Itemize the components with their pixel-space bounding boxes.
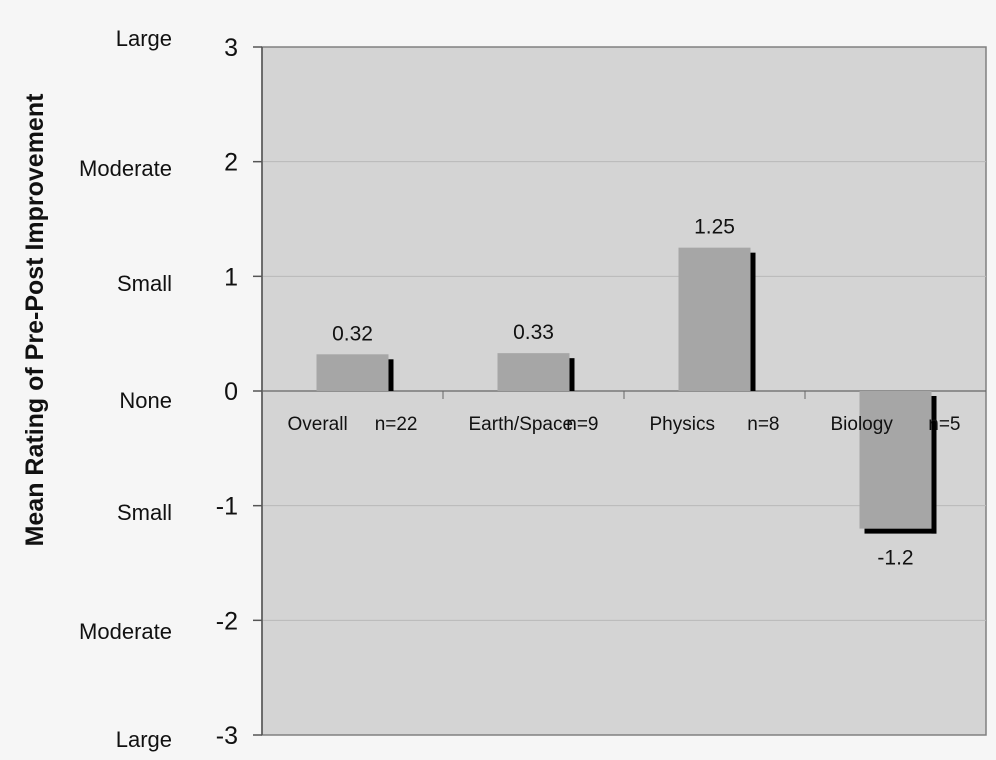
n-label: n=22: [375, 414, 418, 435]
bar-earth-space: [497, 353, 570, 391]
bar-shadow: [931, 396, 937, 534]
descriptor-label: Small: [117, 271, 172, 296]
descriptor-label: Moderate: [79, 619, 172, 644]
y-tick-label: 0: [224, 378, 238, 406]
y-tick-label: 1: [224, 263, 238, 291]
labels: Large Moderate Small None Small Moderate Large…: [79, 26, 960, 752]
category-label: Earth/Space: [469, 414, 574, 435]
bar-shadow: [388, 359, 394, 391]
y-axis-title: Mean Rating of Pre-Post Improvement: [21, 93, 49, 547]
descriptor-label: Small: [117, 500, 172, 525]
n-label: n=9: [566, 414, 598, 435]
category-label: Physics: [650, 414, 715, 435]
y-tick-label: -1: [216, 493, 238, 521]
bar-shadow: [864, 528, 937, 534]
bar-physics: [678, 247, 751, 391]
bars: [316, 247, 937, 534]
descriptor-label: None: [119, 388, 172, 413]
n-label: n=8: [747, 414, 779, 435]
descriptor-label: Large: [116, 727, 172, 752]
category-label: Overall: [288, 414, 348, 435]
descriptor-label: Moderate: [79, 156, 172, 181]
bar-overall: [316, 354, 389, 391]
value-label: 0.32: [332, 322, 373, 345]
value-label: -1.2: [877, 547, 913, 570]
bar-shadow: [750, 252, 756, 391]
descriptor-label: Large: [116, 26, 172, 51]
y-tick-label: 2: [224, 149, 238, 177]
category-label: Biology: [831, 414, 894, 435]
value-label: 0.33: [513, 321, 554, 344]
y-tick-label: -3: [216, 722, 238, 750]
y-tick-label: 3: [224, 34, 238, 62]
n-label: n=5: [928, 414, 960, 435]
value-label: 1.25: [694, 216, 735, 239]
bar-shadow: [569, 358, 575, 391]
y-tick-label: -2: [216, 607, 238, 635]
bar-biology: [859, 391, 932, 529]
